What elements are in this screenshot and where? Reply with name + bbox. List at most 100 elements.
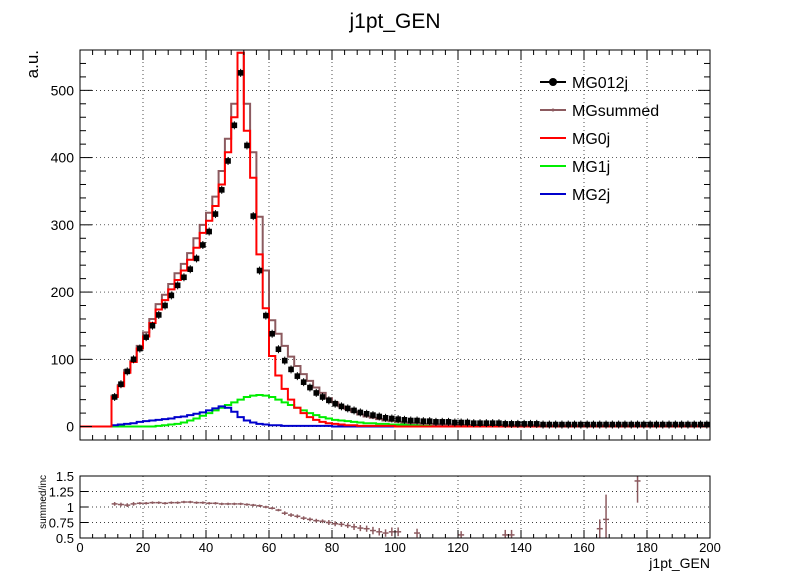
ratio-y-tick-label: 1	[67, 500, 74, 515]
data-point-mg012j	[231, 122, 238, 129]
data-point-mg012j	[351, 407, 357, 414]
data-point-mg012j	[269, 330, 275, 337]
data-point-mg012j	[571, 421, 578, 428]
legend-marker	[551, 108, 555, 112]
data-point-mg012j	[237, 70, 244, 76]
data-point-mg012j	[263, 312, 269, 319]
data-point-mg012j	[395, 416, 401, 422]
data-point-mg012j	[193, 255, 200, 262]
data-point-mg012j	[445, 419, 452, 425]
data-point-mg012j	[653, 421, 660, 428]
x-tick-label: 180	[636, 540, 658, 555]
data-point-mg012j	[407, 417, 414, 424]
data-point-mg012j	[357, 409, 364, 416]
data-point-mg012j	[363, 410, 370, 417]
data-point-mg012j	[149, 322, 156, 329]
y-tick-label: 300	[51, 217, 75, 233]
data-point-mg012j	[691, 421, 698, 428]
data-point-mg012j	[426, 418, 433, 424]
data-point-mg012j	[584, 421, 590, 428]
data-point-mg012j	[118, 381, 124, 387]
ratio-y-axis-label: summed/inc	[38, 475, 49, 529]
data-point-mg012j	[502, 421, 509, 427]
data-point-mg012j	[143, 334, 149, 340]
data-point-mg012j	[376, 413, 383, 420]
y-tick-label: 500	[51, 82, 75, 98]
data-point-mg012j	[181, 274, 187, 281]
legend-label-mg012j: MG012j	[572, 75, 628, 92]
ratio-y-tick-label: 1.5	[56, 469, 74, 484]
data-point-mg012j	[313, 390, 320, 396]
data-point-mg012j	[452, 419, 458, 426]
data-point-mg012j	[666, 421, 672, 428]
data-point-mg012j	[470, 420, 477, 426]
data-point-mg012j	[546, 421, 553, 428]
legend-label-mgsummed: MGsummed	[572, 103, 659, 120]
data-point-mg012j	[641, 421, 647, 428]
data-point-mg012j	[615, 421, 622, 428]
data-point-mg012j	[162, 302, 168, 309]
data-point-mg012j	[489, 420, 496, 426]
data-point-mg012j	[344, 405, 351, 412]
data-point-mg012j	[212, 211, 219, 217]
data-point-mg012j	[552, 421, 559, 428]
x-tick-label: 120	[447, 540, 469, 555]
ratio-plot: 0 20 40 60 80 100 120 140 160 180 200 0.50.7511.251…	[49, 469, 721, 555]
legend-label-mg1j: MG1j	[572, 159, 610, 176]
data-point-mg012j	[439, 419, 446, 425]
data-point-mg012j	[496, 420, 502, 426]
data-point-mg012j	[515, 421, 521, 427]
data-point-mg012j	[533, 421, 540, 427]
ratio-y-tick-label: 0.5	[56, 531, 74, 546]
y-axis-label: a.u.	[23, 50, 42, 78]
data-point-mg012j	[281, 357, 288, 364]
x-tick-label: 0	[76, 540, 83, 555]
data-point-mg012j	[659, 421, 666, 428]
x-tick-label: 100	[384, 540, 406, 555]
data-point-mg012j	[130, 356, 137, 363]
ratio-y-tick-label: 0.75	[49, 516, 74, 531]
data-point-mg012j	[596, 421, 603, 428]
data-point-mg012j	[401, 417, 408, 423]
data-point-mg012j	[527, 421, 534, 427]
data-point-mg012j	[464, 419, 471, 426]
legend: MG012j MGsummed MG0j MG1j MG2j	[540, 75, 659, 204]
y-tick-label: 100	[51, 351, 75, 367]
data-point-mg012j	[704, 421, 710, 428]
data-point-mg012j	[225, 158, 231, 164]
data-point-mg012j	[590, 421, 597, 428]
data-point-mg012j	[370, 412, 376, 418]
chart-title: j1pt_GEN	[348, 10, 440, 33]
x-axis-label: j1pt_GEN	[648, 555, 710, 571]
x-tick-label: 140	[510, 540, 532, 555]
data-point-mg012j	[326, 397, 332, 404]
data-point-mg012j	[672, 421, 679, 428]
data-point-mg012j	[200, 242, 206, 248]
data-point-mg012j	[288, 366, 294, 373]
legend-label-mg2j: MG2j	[572, 187, 610, 204]
data-point-mg012j	[300, 379, 307, 385]
data-point-mg012j	[250, 213, 257, 219]
ratio-y-tick-label: 1.25	[49, 485, 74, 500]
data-point-mg012j	[647, 421, 653, 428]
x-tick-label: 60	[262, 540, 276, 555]
data-point-mg012j	[603, 421, 609, 428]
data-point-mg012j	[483, 420, 490, 426]
data-point-mg012j	[622, 421, 628, 428]
y-tick-label: 0	[66, 419, 74, 435]
data-point-mg012j	[508, 421, 515, 427]
data-point-mg012j	[218, 187, 225, 193]
data-point-mg012j	[678, 421, 685, 428]
x-tick-label: 40	[199, 540, 213, 555]
legend-marker	[549, 78, 557, 86]
data-point-mg012j	[628, 421, 635, 428]
data-point-mg012j	[685, 421, 691, 428]
data-point-mg012j	[338, 403, 345, 410]
legend-label-mg0j: MG0j	[572, 131, 610, 148]
data-point-mg012j	[697, 421, 704, 428]
data-point-mg012j	[294, 373, 301, 379]
data-point-mg012j	[275, 346, 282, 353]
data-point-mg012j	[168, 292, 175, 299]
data-point-mg012j	[540, 421, 546, 428]
